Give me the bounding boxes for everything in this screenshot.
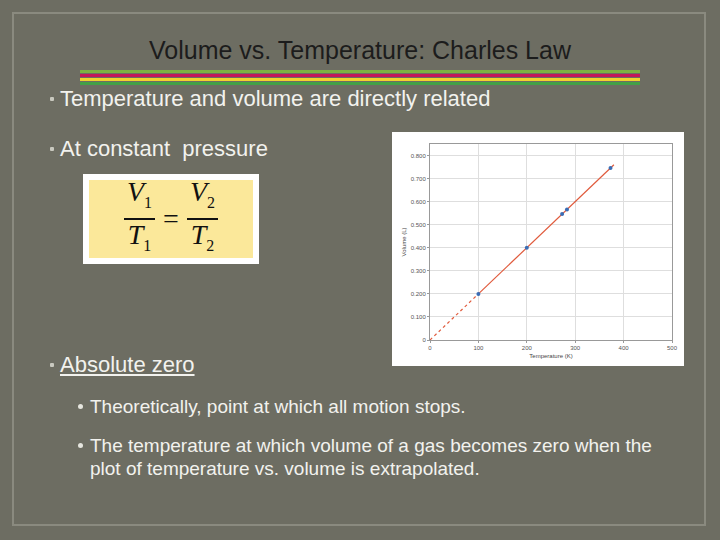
svg-text:Temperature (K): Temperature (K) — [529, 353, 572, 359]
svg-text:0.400: 0.400 — [411, 245, 427, 251]
html-text:Temperature and volume are dir: Temperature and volume are directly rela… — [60, 86, 491, 111]
html-text:At constant pressure: At constant pressure — [60, 136, 268, 161]
html-text:V1: V1 — [127, 176, 153, 211]
html-text:Theoretically, point at which: Theoretically, point at which all motion… — [90, 396, 466, 417]
html-text:The temperature at which volum: The temperature at which volume of a gas… — [90, 435, 652, 479]
svg-text:0.700: 0.700 — [411, 176, 427, 182]
svg-text:300: 300 — [570, 345, 581, 351]
html-text:T1: T1 — [127, 219, 152, 254]
svg-text:0.500: 0.500 — [411, 222, 427, 228]
html-text:T2: T2 — [190, 219, 215, 254]
svg-text:0.100: 0.100 — [411, 314, 427, 320]
html-text:Volume vs. Temperature: Charle: Volume vs. Temperature: Charles Law — [149, 36, 571, 64]
svg-text:400: 400 — [619, 345, 630, 351]
svg-text:500: 500 — [667, 345, 678, 351]
svg-text:Volume (L): Volume (L) — [401, 227, 407, 256]
svg-text:200: 200 — [522, 345, 533, 351]
svg-text:0.300: 0.300 — [411, 268, 427, 274]
html-text:Absolute zero: Absolute zero — [60, 352, 195, 377]
svg-text:0.800: 0.800 — [411, 153, 427, 159]
svg-text:0.600: 0.600 — [411, 199, 427, 205]
svg-text:0.200: 0.200 — [411, 291, 427, 297]
html-text:V2: V2 — [189, 176, 215, 211]
svg-text:0: 0 — [422, 337, 426, 343]
svg-text:100: 100 — [473, 345, 484, 351]
svg-text:0: 0 — [428, 345, 432, 351]
